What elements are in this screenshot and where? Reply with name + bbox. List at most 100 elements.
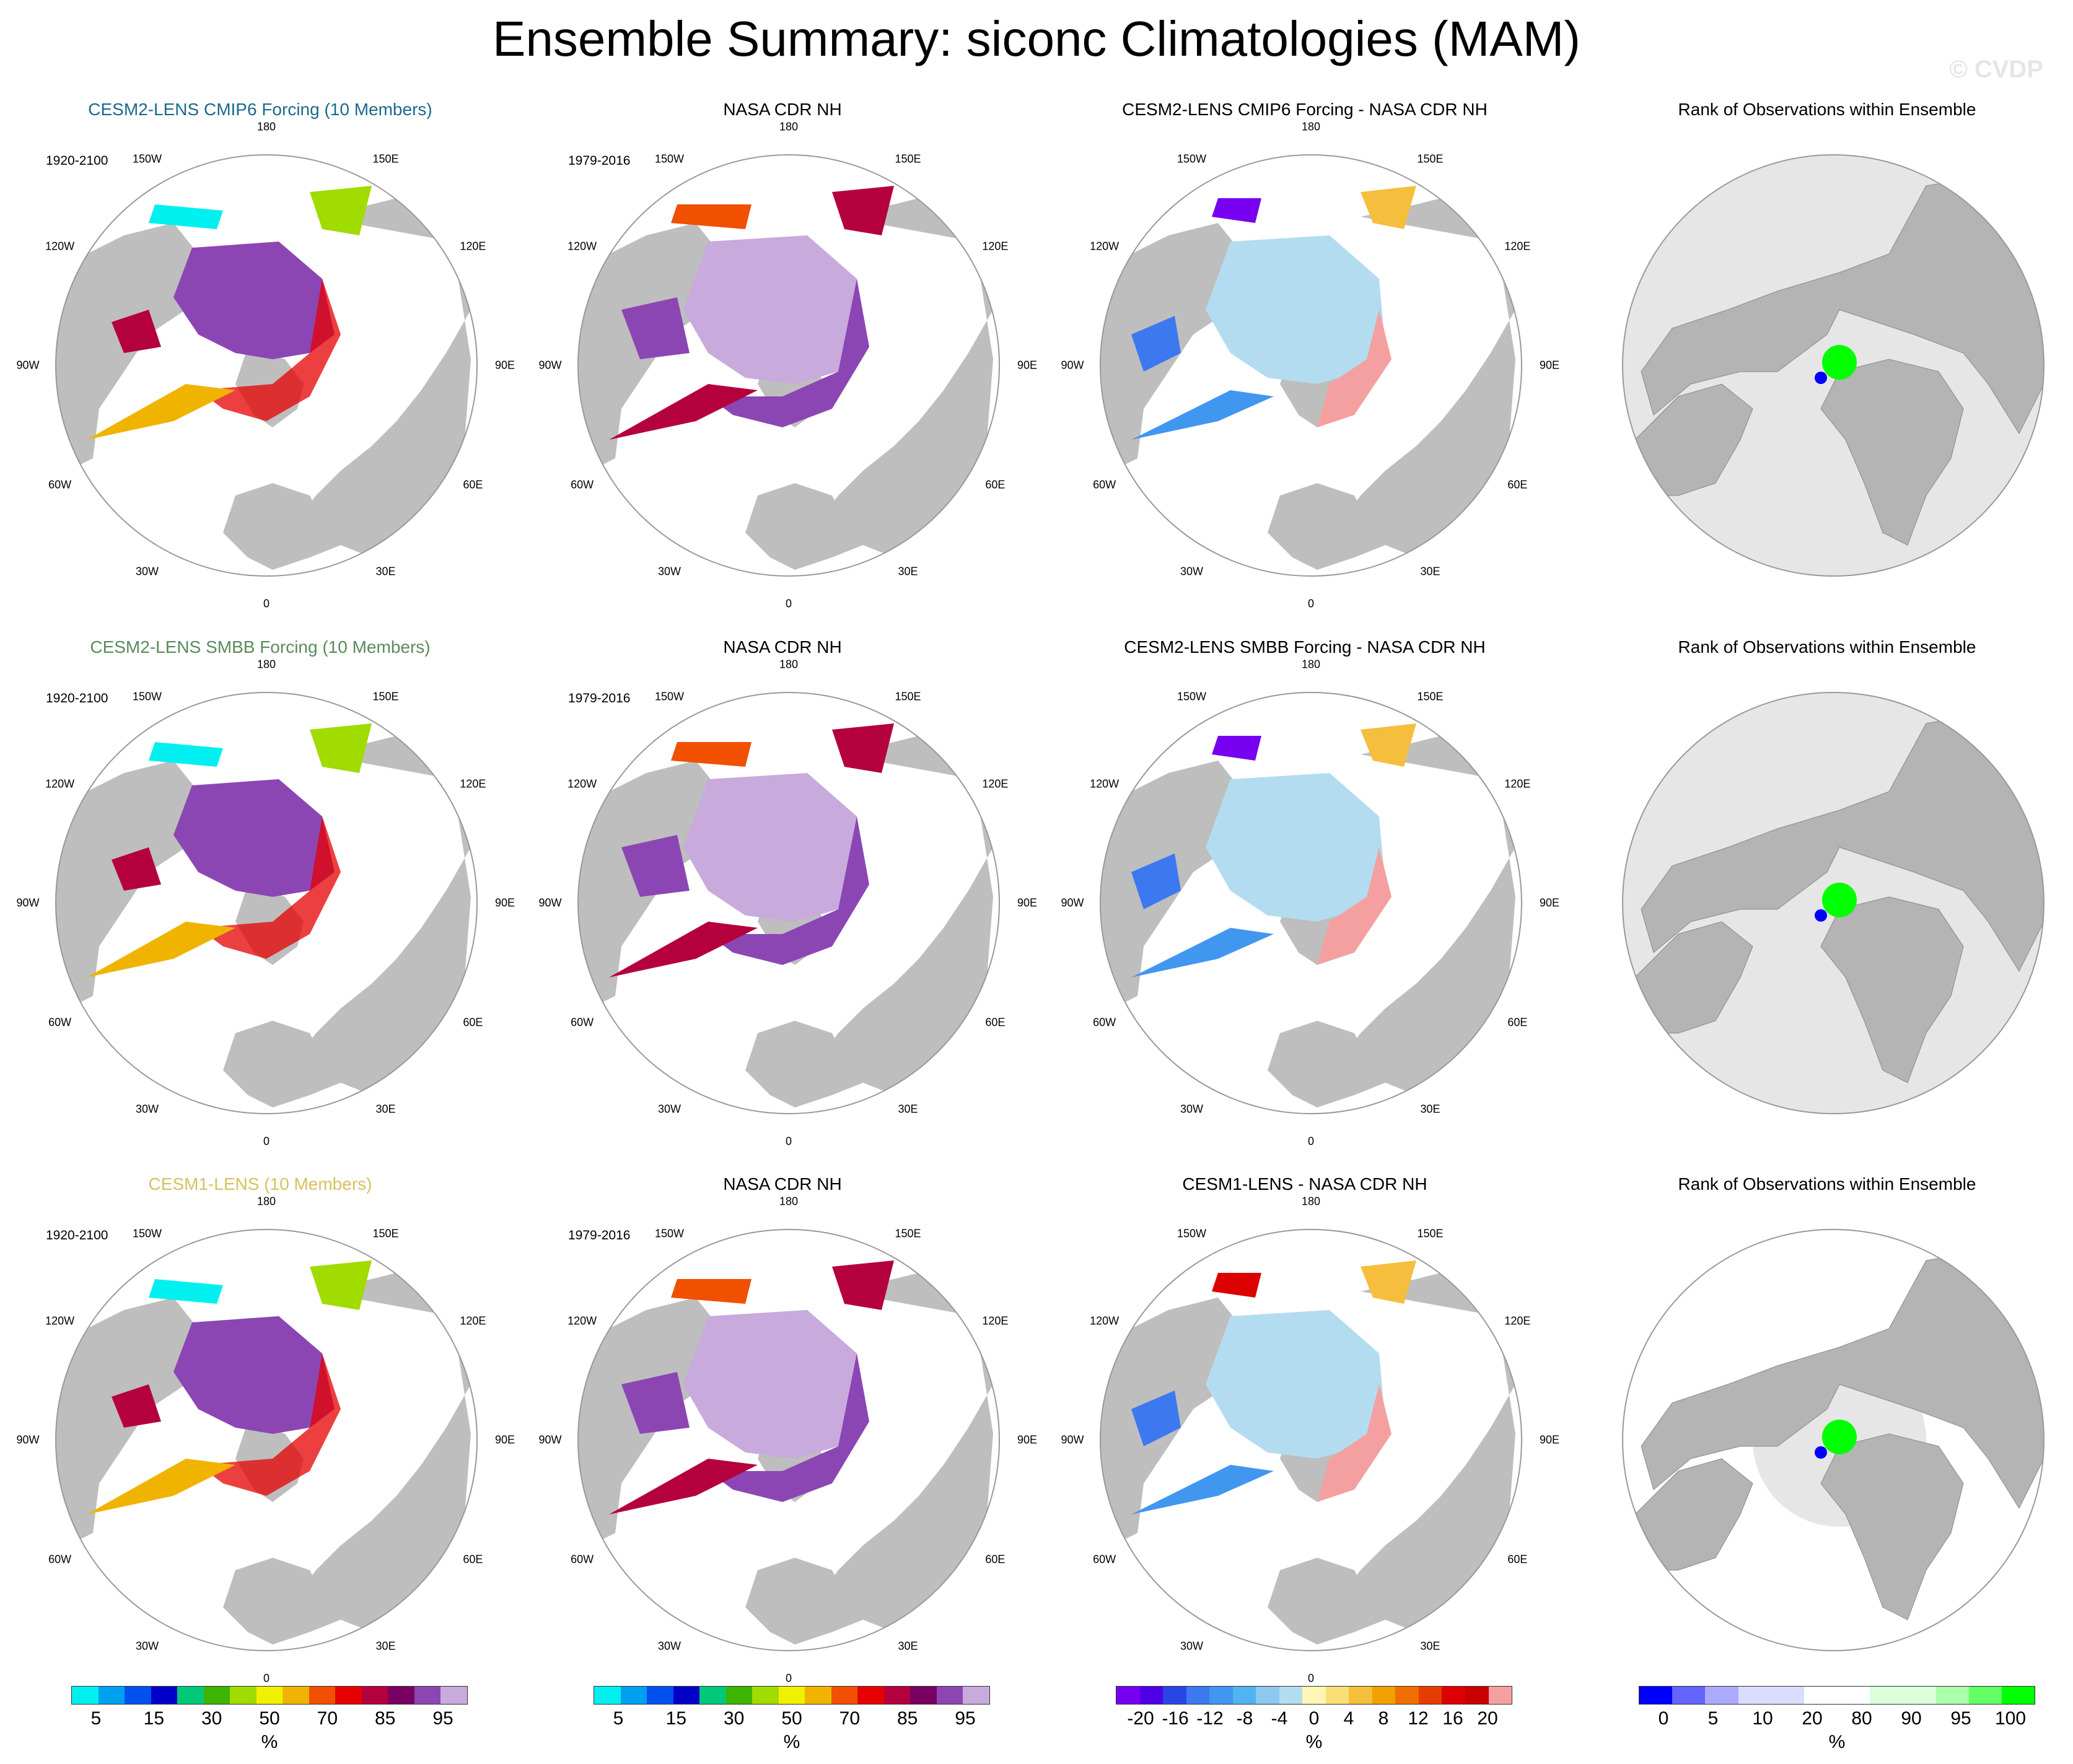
longitude-label: 180 [779,658,799,671]
ice-bering [671,742,752,767]
longitude-label: 30W [657,565,682,578]
map-panel: CESM2-LENS SMBB Forcing (10 Members) 1920… [12,637,515,1169]
colorbar-tick: 5 [90,1708,102,1729]
longitude-label: 150E [895,1227,921,1240]
longitude-label: 120W [568,777,597,790]
panel-title: CESM2-LENS SMBB Forcing (10 Members) [90,637,431,657]
longitude-label: 30W [135,1102,159,1116]
diff-negative [1131,854,1181,909]
colorbar-boxes [71,1686,468,1705]
colorbar-tick: 70 [839,1708,861,1729]
longitude-label: 0 [1307,1672,1315,1685]
panel-title: CESM2-LENS CMIP6 Forcing - NASA CDR NH [1122,100,1488,119]
ice-labrador [609,1459,758,1514]
colorbar: -20 -16 -12 -8 -4 0 4 8 12 16 20% [1116,1686,1512,1754]
colorbar-swatch [1232,1687,1256,1704]
longitude-label: 90E [1539,1433,1560,1446]
map-panel: CESM2-LENS CMIP6 Forcing (10 Members) 192… [12,99,515,632]
colorbar-swatch [910,1687,937,1704]
colorbar-tick: 50 [259,1708,280,1729]
diff-positive [1317,1384,1391,1502]
longitude-label: 90W [16,359,40,372]
longitude-label: 30E [375,1640,396,1653]
colorbar-swatch [1968,1687,2002,1704]
map-border [577,1229,1000,1651]
ice-edge [708,1353,869,1502]
ice-okhotsk [310,1260,372,1310]
ice-edge [708,279,869,427]
longitude-label: 150E [372,152,399,165]
rank-high [1822,345,1857,380]
longitude-label: 150E [1417,1227,1444,1240]
land [1330,192,1522,576]
colorbar-swatch [1418,1687,1442,1704]
colorbar-swatch [1372,1687,1396,1704]
panel-title: CESM1-LENS - NASA CDR NH [1182,1174,1427,1194]
land [1330,730,1522,1114]
longitude-label: 60W [48,1553,72,1565]
colorbar-tick: -12 [1196,1708,1224,1729]
longitude-label: 120W [45,240,75,252]
longitude-label: 90E [494,359,515,372]
longitude-label: 60W [48,478,72,491]
longitude-label: 120E [982,777,1009,790]
longitude-label: 30E [898,1102,918,1116]
longitude-label: 120E [982,1314,1009,1327]
colorbar-swatch [699,1687,726,1704]
longitude-label: 90E [1017,1433,1038,1446]
panel-title: Rank of Observations within Ensemble [1678,100,1976,119]
colorbar-unit: % [1828,1732,1846,1752]
longitude-label: 150W [1177,152,1207,165]
land [1820,1433,1964,1620]
longitude-label: 150E [895,152,921,165]
ice-bay [112,847,161,891]
diff-positive [1317,310,1391,427]
longitude-label: 30W [135,565,159,578]
diff-negative [1131,316,1181,372]
colorbar-tick: -8 [1236,1708,1253,1729]
colorbar-swatch [1639,1687,1673,1704]
colorbar-swatch [1837,1687,1870,1704]
longitude-label: 180 [779,120,799,133]
colorbar-swatch [725,1687,753,1704]
longitude-label: 150E [1417,690,1444,703]
colorbar-tick: 15 [143,1708,165,1729]
colorbar-swatch [1302,1687,1326,1704]
colorbar-tick: -4 [1271,1708,1288,1729]
colorbar: 0 5 10 20 80 90 95 100% [1639,1686,2035,1754]
colorbar-swatch [230,1687,256,1704]
ice-edge [198,816,341,959]
colorbar-tick: 20 [1477,1708,1498,1729]
ice-core [173,1316,335,1434]
colorbar-tick: 15 [665,1708,687,1729]
colorbar-swatch [388,1687,414,1704]
ice-bay [112,310,161,353]
copyright-watermark: © CVDP [1949,56,2043,83]
ice-okhotsk [832,1260,894,1310]
polar-map [55,692,478,1114]
ice-core [683,235,863,384]
longitude-label: 0 [785,1135,792,1148]
land [1820,359,1964,546]
longitude-label: 120E [460,1314,486,1327]
colorbar-tick: 100 [1994,1708,2027,1729]
ice-okhotsk [832,186,894,235]
diff-labrador [1131,1465,1274,1514]
colorbar-swatch [256,1687,283,1704]
colorbar-swatch [778,1687,805,1704]
polar-map [1100,154,1522,577]
diff-core [1206,235,1385,384]
diff-okhotsk [1361,1260,1416,1304]
longitude-label: 150W [132,152,162,165]
panel-title: CESM2-LENS SMBB Forcing - NASA CDR NH [1124,637,1486,657]
colorbar-swatch [1738,1687,1771,1704]
diff-negative [1131,1391,1181,1446]
diff-core [1206,1310,1385,1459]
colorbar-tick: -16 [1162,1708,1189,1729]
land [745,1558,851,1644]
colorbar-tick: 16 [1442,1708,1463,1729]
land [1820,896,1964,1083]
colorbar-swatch [440,1687,467,1704]
longitude-label: 150W [132,1227,162,1240]
longitude-label: 150E [372,690,399,703]
